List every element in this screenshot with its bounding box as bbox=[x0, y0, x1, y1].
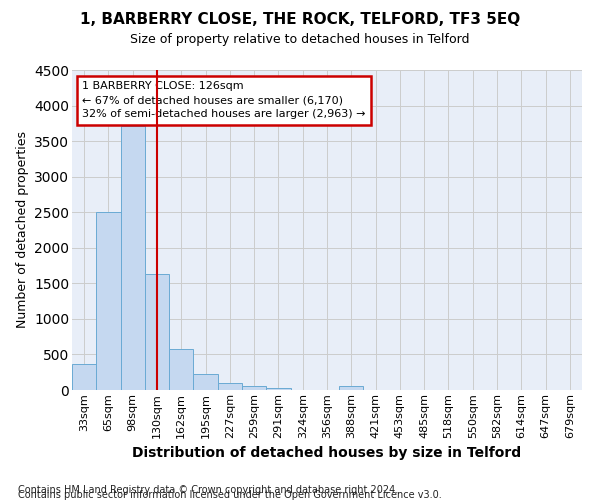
Bar bbox=[121, 126, 145, 390]
Bar bbox=[242, 386, 266, 390]
Bar bbox=[72, 364, 96, 390]
Text: Size of property relative to detached houses in Telford: Size of property relative to detached ho… bbox=[130, 32, 470, 46]
Bar bbox=[339, 386, 364, 390]
Bar bbox=[218, 382, 242, 390]
X-axis label: Distribution of detached houses by size in Telford: Distribution of detached houses by size … bbox=[133, 446, 521, 460]
Bar bbox=[169, 349, 193, 390]
Text: 1 BARBERRY CLOSE: 126sqm
← 67% of detached houses are smaller (6,170)
32% of sem: 1 BARBERRY CLOSE: 126sqm ← 67% of detach… bbox=[82, 81, 366, 119]
Text: Contains public sector information licensed under the Open Government Licence v3: Contains public sector information licen… bbox=[18, 490, 442, 500]
Bar bbox=[145, 274, 169, 390]
Bar bbox=[266, 388, 290, 390]
Text: 1, BARBERRY CLOSE, THE ROCK, TELFORD, TF3 5EQ: 1, BARBERRY CLOSE, THE ROCK, TELFORD, TF… bbox=[80, 12, 520, 28]
Bar bbox=[96, 212, 121, 390]
Bar bbox=[193, 374, 218, 390]
Text: Contains HM Land Registry data © Crown copyright and database right 2024.: Contains HM Land Registry data © Crown c… bbox=[18, 485, 398, 495]
Y-axis label: Number of detached properties: Number of detached properties bbox=[16, 132, 29, 328]
